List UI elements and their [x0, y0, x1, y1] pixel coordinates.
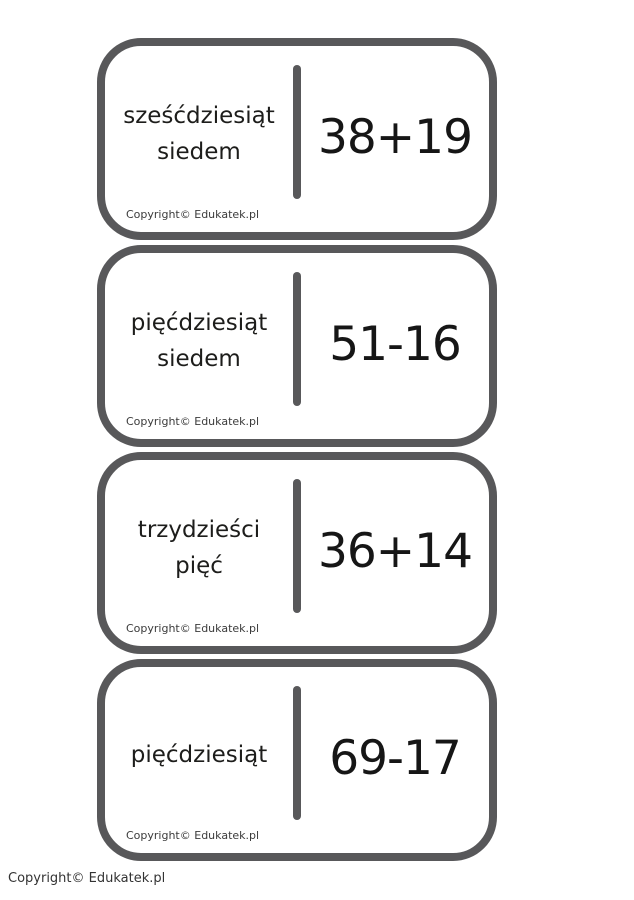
- domino-card: pięćdziesiąt 69-17 Copyright© Edukatek.p…: [97, 659, 497, 861]
- number-word: trzydzieści pięć: [137, 517, 261, 579]
- domino-card: pięćdziesiąt siedem 51-16 Copyright© Edu…: [97, 245, 497, 447]
- domino-card-list: sześćdziesiąt siedem 38+19 Copyright© Ed…: [97, 38, 497, 861]
- math-expression: 36+14: [318, 523, 473, 579]
- math-expression: 51-16: [329, 316, 462, 372]
- number-word: pięćdziesiąt siedem: [130, 310, 268, 372]
- number-word: pięćdziesiąt: [130, 742, 268, 769]
- card-word-area: sześćdziesiąt siedem: [105, 46, 293, 232]
- card-divider: [293, 65, 301, 199]
- card-word-area: pięćdziesiąt siedem: [105, 253, 293, 439]
- card-word-area: trzydzieści pięć: [105, 460, 293, 646]
- card-expression-area: 69-17: [301, 667, 489, 853]
- card-expression-area: 51-16: [301, 253, 489, 439]
- math-expression: 38+19: [318, 109, 473, 165]
- domino-card: sześćdziesiąt siedem 38+19 Copyright© Ed…: [97, 38, 497, 240]
- card-word-area: pięćdziesiąt: [105, 667, 293, 853]
- card-expression-area: 36+14: [301, 460, 489, 646]
- card-copyright: Copyright© Edukatek.pl: [126, 415, 260, 428]
- math-expression: 69-17: [329, 730, 462, 786]
- page-copyright: Copyright© Edukatek.pl: [8, 871, 166, 886]
- card-expression-area: 38+19: [301, 46, 489, 232]
- card-divider: [293, 272, 301, 406]
- card-copyright: Copyright© Edukatek.pl: [126, 829, 260, 842]
- card-copyright: Copyright© Edukatek.pl: [126, 208, 260, 221]
- card-divider: [293, 686, 301, 820]
- domino-card: trzydzieści pięć 36+14 Copyright© Edukat…: [97, 452, 497, 654]
- number-word: sześćdziesiąt siedem: [123, 103, 275, 165]
- card-copyright: Copyright© Edukatek.pl: [126, 622, 260, 635]
- card-divider: [293, 479, 301, 613]
